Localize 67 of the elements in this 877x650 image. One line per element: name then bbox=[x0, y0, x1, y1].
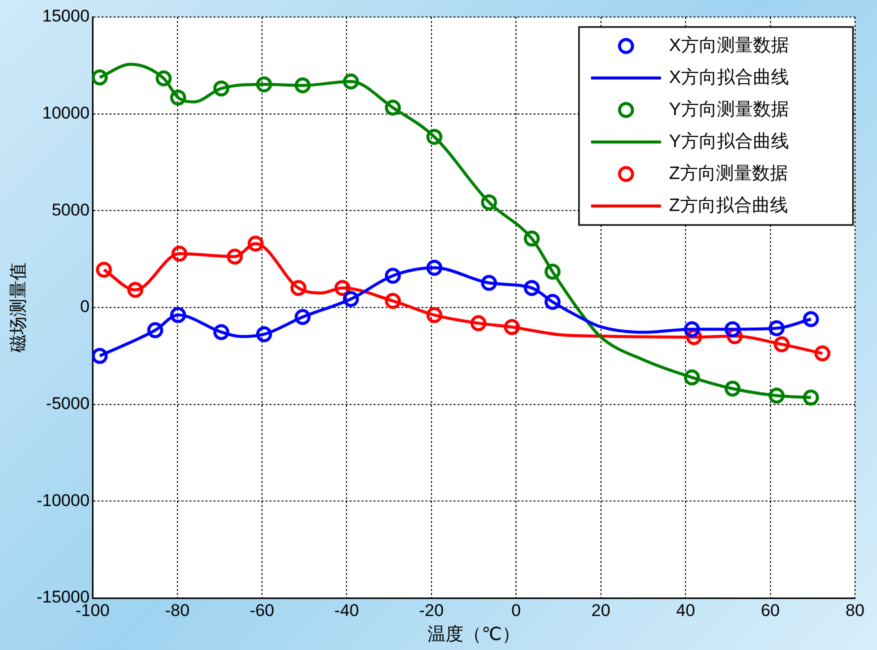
legend-label: Z方向测量数据 bbox=[669, 162, 788, 183]
point bbox=[684, 369, 700, 386]
point bbox=[342, 290, 359, 307]
point bbox=[342, 73, 359, 90]
point bbox=[213, 324, 230, 340]
x-tick-label: -40 bbox=[334, 600, 359, 620]
point bbox=[92, 69, 108, 86]
point bbox=[213, 80, 230, 96]
point bbox=[504, 319, 520, 336]
x-tick-label: -80 bbox=[164, 600, 190, 620]
x-tick-label: -20 bbox=[419, 600, 444, 620]
point bbox=[802, 390, 819, 406]
point bbox=[684, 321, 700, 338]
point bbox=[96, 262, 112, 278]
point bbox=[544, 264, 561, 280]
y-tick-label: -10000 bbox=[36, 490, 90, 510]
point bbox=[481, 194, 498, 210]
legend-label: X方向测量数据 bbox=[669, 34, 790, 55]
legend-label: X方向拟合曲线 bbox=[669, 66, 790, 87]
point bbox=[724, 380, 741, 397]
point bbox=[127, 282, 144, 298]
x-tick-label: 60 bbox=[760, 600, 780, 620]
point bbox=[524, 230, 540, 247]
point bbox=[774, 336, 790, 352]
point bbox=[171, 246, 188, 262]
legend-label: Z方向拟合曲线 bbox=[669, 194, 788, 215]
point bbox=[426, 260, 442, 276]
point bbox=[248, 236, 264, 252]
x-tick-label: -60 bbox=[250, 600, 274, 620]
legend-label: Y方向拟合曲线 bbox=[669, 130, 790, 151]
point bbox=[92, 348, 108, 364]
x-tick-label: 0 bbox=[511, 600, 521, 620]
point bbox=[147, 322, 164, 338]
y-axis-title: 磁场测量值 bbox=[8, 262, 28, 354]
point bbox=[384, 268, 401, 284]
point bbox=[814, 345, 830, 362]
point bbox=[544, 294, 561, 310]
point bbox=[294, 77, 311, 94]
y-tick-label: 0 bbox=[80, 297, 90, 316]
point bbox=[426, 128, 442, 145]
point bbox=[226, 248, 243, 265]
point bbox=[294, 308, 311, 325]
point bbox=[481, 274, 498, 291]
point bbox=[290, 280, 306, 296]
point bbox=[156, 70, 172, 86]
y-tick-label: 15000 bbox=[42, 6, 90, 26]
point bbox=[384, 100, 401, 116]
y-tick-label: 10000 bbox=[42, 104, 90, 123]
y-tick-label: -5000 bbox=[46, 394, 90, 414]
x-tick-label: 80 bbox=[846, 600, 864, 620]
point bbox=[170, 90, 186, 106]
point bbox=[170, 307, 186, 324]
point bbox=[802, 311, 819, 328]
point bbox=[384, 292, 401, 309]
point bbox=[768, 320, 785, 336]
legend-label: Y方向测量数据 bbox=[669, 98, 790, 119]
point bbox=[256, 76, 272, 92]
point bbox=[768, 388, 785, 404]
y-tick-label: 5000 bbox=[52, 200, 90, 220]
point bbox=[470, 315, 486, 332]
x-axis-title: 温度（℃） bbox=[428, 624, 520, 644]
point bbox=[426, 307, 442, 324]
x-tick-label: 20 bbox=[591, 600, 610, 620]
point bbox=[256, 326, 272, 342]
point bbox=[724, 321, 741, 338]
point bbox=[524, 280, 540, 296]
x-tick-label: 40 bbox=[676, 600, 696, 620]
